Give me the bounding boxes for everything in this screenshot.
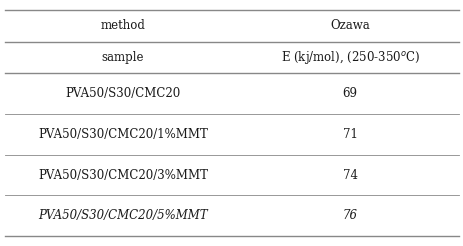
Text: Ozawa: Ozawa [330, 19, 369, 32]
Text: sample: sample [101, 51, 144, 64]
Text: 71: 71 [342, 128, 357, 141]
Text: 76: 76 [342, 209, 357, 222]
Text: E (kj/mol), (250-350$^o$C): E (kj/mol), (250-350$^o$C) [280, 49, 419, 66]
Text: PVA50/S30/CMC20: PVA50/S30/CMC20 [65, 87, 180, 100]
Text: method: method [100, 19, 145, 32]
Text: PVA50/S30/CMC20/5%MMT: PVA50/S30/CMC20/5%MMT [38, 209, 207, 222]
Text: PVA50/S30/CMC20/3%MMT: PVA50/S30/CMC20/3%MMT [38, 169, 207, 182]
Text: 74: 74 [342, 169, 357, 182]
Text: 69: 69 [342, 87, 357, 100]
Text: PVA50/S30/CMC20/1%MMT: PVA50/S30/CMC20/1%MMT [38, 128, 207, 141]
